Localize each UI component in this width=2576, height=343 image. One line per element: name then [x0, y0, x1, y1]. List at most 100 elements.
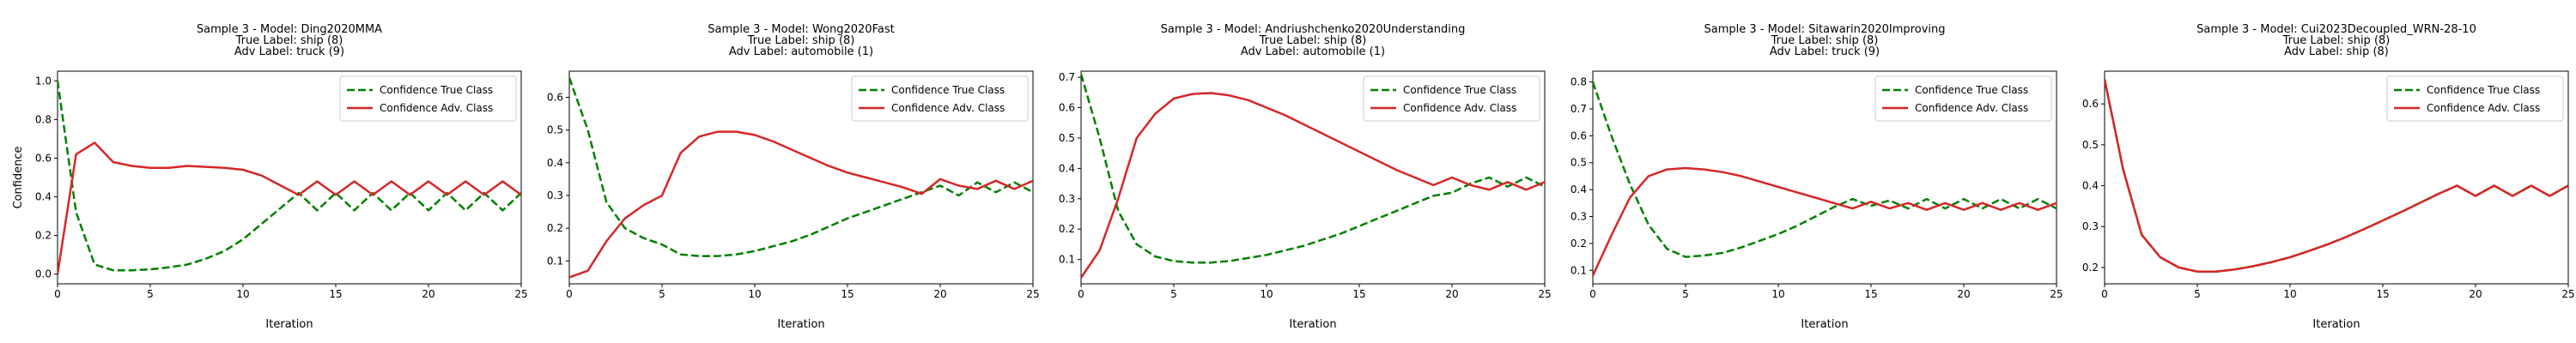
legend-box — [339, 75, 517, 122]
x-tick-label: 5 — [147, 288, 154, 300]
y-tick-label: 0.5 — [1571, 157, 1587, 169]
y-tick-label: 0.2 — [35, 230, 52, 242]
x-axis-label: Iteration — [265, 318, 313, 331]
chart-title-line: Sample 3 - Model: Ding2020MMA — [197, 23, 382, 36]
y-tick-label: 0.4 — [35, 191, 52, 203]
x-tick-label: 15 — [1352, 288, 1365, 300]
y-tick-label: 0.0 — [35, 268, 52, 280]
y-tick-label: 1.0 — [35, 75, 52, 87]
series-line-adv-class — [58, 141, 521, 274]
y-tick-label: 0.5 — [1059, 132, 1075, 144]
plot-frame — [1080, 70, 1546, 285]
chart-title-line: True Label: ship (8) — [2282, 34, 2391, 47]
x-tick-label: 20 — [422, 288, 434, 300]
x-tick-label: 20 — [933, 288, 946, 300]
y-tick-label: 0.6 — [1571, 129, 1587, 141]
legend-box — [2386, 75, 2564, 122]
x-axis-label: Iteration — [777, 318, 824, 331]
chart-title-line: Sample 3 - Model: Sitawarin2020Improving — [1704, 23, 1945, 36]
y-tick-label: 0.2 — [1059, 223, 1075, 235]
y-tick-label: 0.3 — [2082, 220, 2099, 232]
chart-title-line: Adv Label: automobile (1) — [729, 45, 873, 58]
y-tick-label: 0.4 — [547, 157, 563, 169]
chart-title-line: Sample 3 - Model: Andriushchenko2020Unde… — [1161, 23, 1466, 36]
legend-label: Confidence Adv. Class — [891, 102, 1005, 114]
x-tick-label: 25 — [1538, 288, 1551, 300]
y-tick-label: 0.7 — [1571, 103, 1587, 115]
chart-panel: Sample 3 - Model: Sitawarin2020Improving… — [1571, 23, 2063, 331]
y-tick-label: 0.4 — [1571, 184, 1587, 196]
legend-label: Confidence True Class — [1403, 84, 1516, 96]
legend-box — [1363, 75, 1540, 122]
legend-box — [851, 75, 1029, 122]
series-line-true-class — [569, 77, 1033, 257]
series-line-adv-class — [1593, 166, 2057, 277]
x-tick-label: 15 — [841, 288, 854, 300]
x-tick-label: 0 — [54, 288, 61, 300]
y-tick-label: 0.5 — [547, 124, 563, 136]
x-tick-label: 0 — [566, 288, 573, 300]
x-tick-label: 20 — [1957, 288, 1970, 300]
y-tick-label: 0.7 — [1059, 71, 1075, 83]
y-tick-label: 0.8 — [1571, 76, 1587, 88]
chart-title-line: Adv Label: ship (8) — [2284, 45, 2389, 58]
legend-label: Confidence Adv. Class — [1915, 102, 2028, 114]
series-line-adv-class — [2105, 79, 2568, 273]
plot-frame — [2104, 70, 2569, 285]
chart-title-line: Sample 3 - Model: Cui2023Decoupled_WRN-2… — [2196, 23, 2476, 36]
chart-title-line: Sample 3 - Model: Wong2020Fast — [708, 23, 894, 36]
x-tick-label: 5 — [1170, 288, 1177, 300]
x-tick-label: 5 — [2194, 288, 2201, 300]
chart-title-line: Adv Label: automobile (1) — [1241, 45, 1385, 58]
chart-title-line: True Label: ship (8) — [1771, 34, 1879, 47]
y-tick-label: 0.4 — [2082, 180, 2099, 192]
y-tick-label: 0.6 — [1059, 102, 1075, 114]
x-tick-label: 15 — [2376, 288, 2389, 300]
series-line-adv-class — [569, 130, 1033, 279]
y-tick-label: 0.4 — [1059, 162, 1075, 174]
chart-title-line: Adv Label: truck (9) — [1770, 45, 1880, 58]
x-axis-label: Iteration — [1801, 318, 1848, 331]
plot-frame — [568, 70, 1034, 285]
legend-box — [1874, 75, 2052, 122]
y-tick-label: 0.6 — [2082, 98, 2099, 110]
legend-label: Confidence Adv. Class — [380, 102, 493, 114]
x-tick-label: 10 — [2283, 288, 2296, 300]
x-axis-label: Iteration — [2312, 318, 2360, 331]
x-tick-label: 10 — [1771, 288, 1784, 300]
plot-frame — [57, 70, 522, 285]
series-line-true-class — [58, 81, 521, 272]
series-line-true-class — [1081, 74, 1545, 264]
x-tick-label: 25 — [2561, 288, 2574, 300]
x-tick-label: 25 — [1026, 288, 1039, 300]
x-tick-label: 25 — [2050, 288, 2063, 300]
x-tick-label: 5 — [659, 288, 665, 300]
x-tick-label: 25 — [514, 288, 527, 300]
x-axis-label: Iteration — [1289, 318, 1336, 331]
legend-label: Confidence True Class — [891, 84, 1005, 96]
y-tick-label: 0.6 — [35, 152, 52, 164]
x-tick-label: 10 — [748, 288, 761, 300]
series-line-true-class — [1593, 81, 2057, 258]
x-tick-label: 15 — [329, 288, 342, 300]
y-axis-label: Confidence — [12, 146, 25, 208]
x-tick-label: 10 — [236, 288, 249, 300]
y-tick-label: 0.2 — [547, 222, 563, 234]
chart-panel: Sample 3 - Model: Andriushchenko2020Unde… — [1059, 23, 1552, 331]
y-tick-label: 0.6 — [547, 92, 563, 104]
x-tick-label: 5 — [1682, 288, 1689, 300]
y-tick-label: 0.5 — [2082, 139, 2099, 151]
chart-title-line: True Label: ship (8) — [235, 34, 343, 47]
x-tick-label: 0 — [2101, 288, 2108, 300]
y-tick-label: 0.1 — [547, 255, 563, 267]
chart-title-line: True Label: ship (8) — [747, 34, 855, 47]
x-tick-label: 15 — [1864, 288, 1877, 300]
x-tick-label: 0 — [1078, 288, 1084, 300]
y-tick-label: 0.2 — [2082, 262, 2099, 274]
legend-label: Confidence True Class — [380, 84, 493, 96]
series-line-adv-class — [1081, 92, 1545, 279]
chart-panel: Sample 3 - Model: Cui2023Decoupled_WRN-2… — [2082, 23, 2575, 331]
chart-title-line: Adv Label: truck (9) — [234, 45, 344, 58]
